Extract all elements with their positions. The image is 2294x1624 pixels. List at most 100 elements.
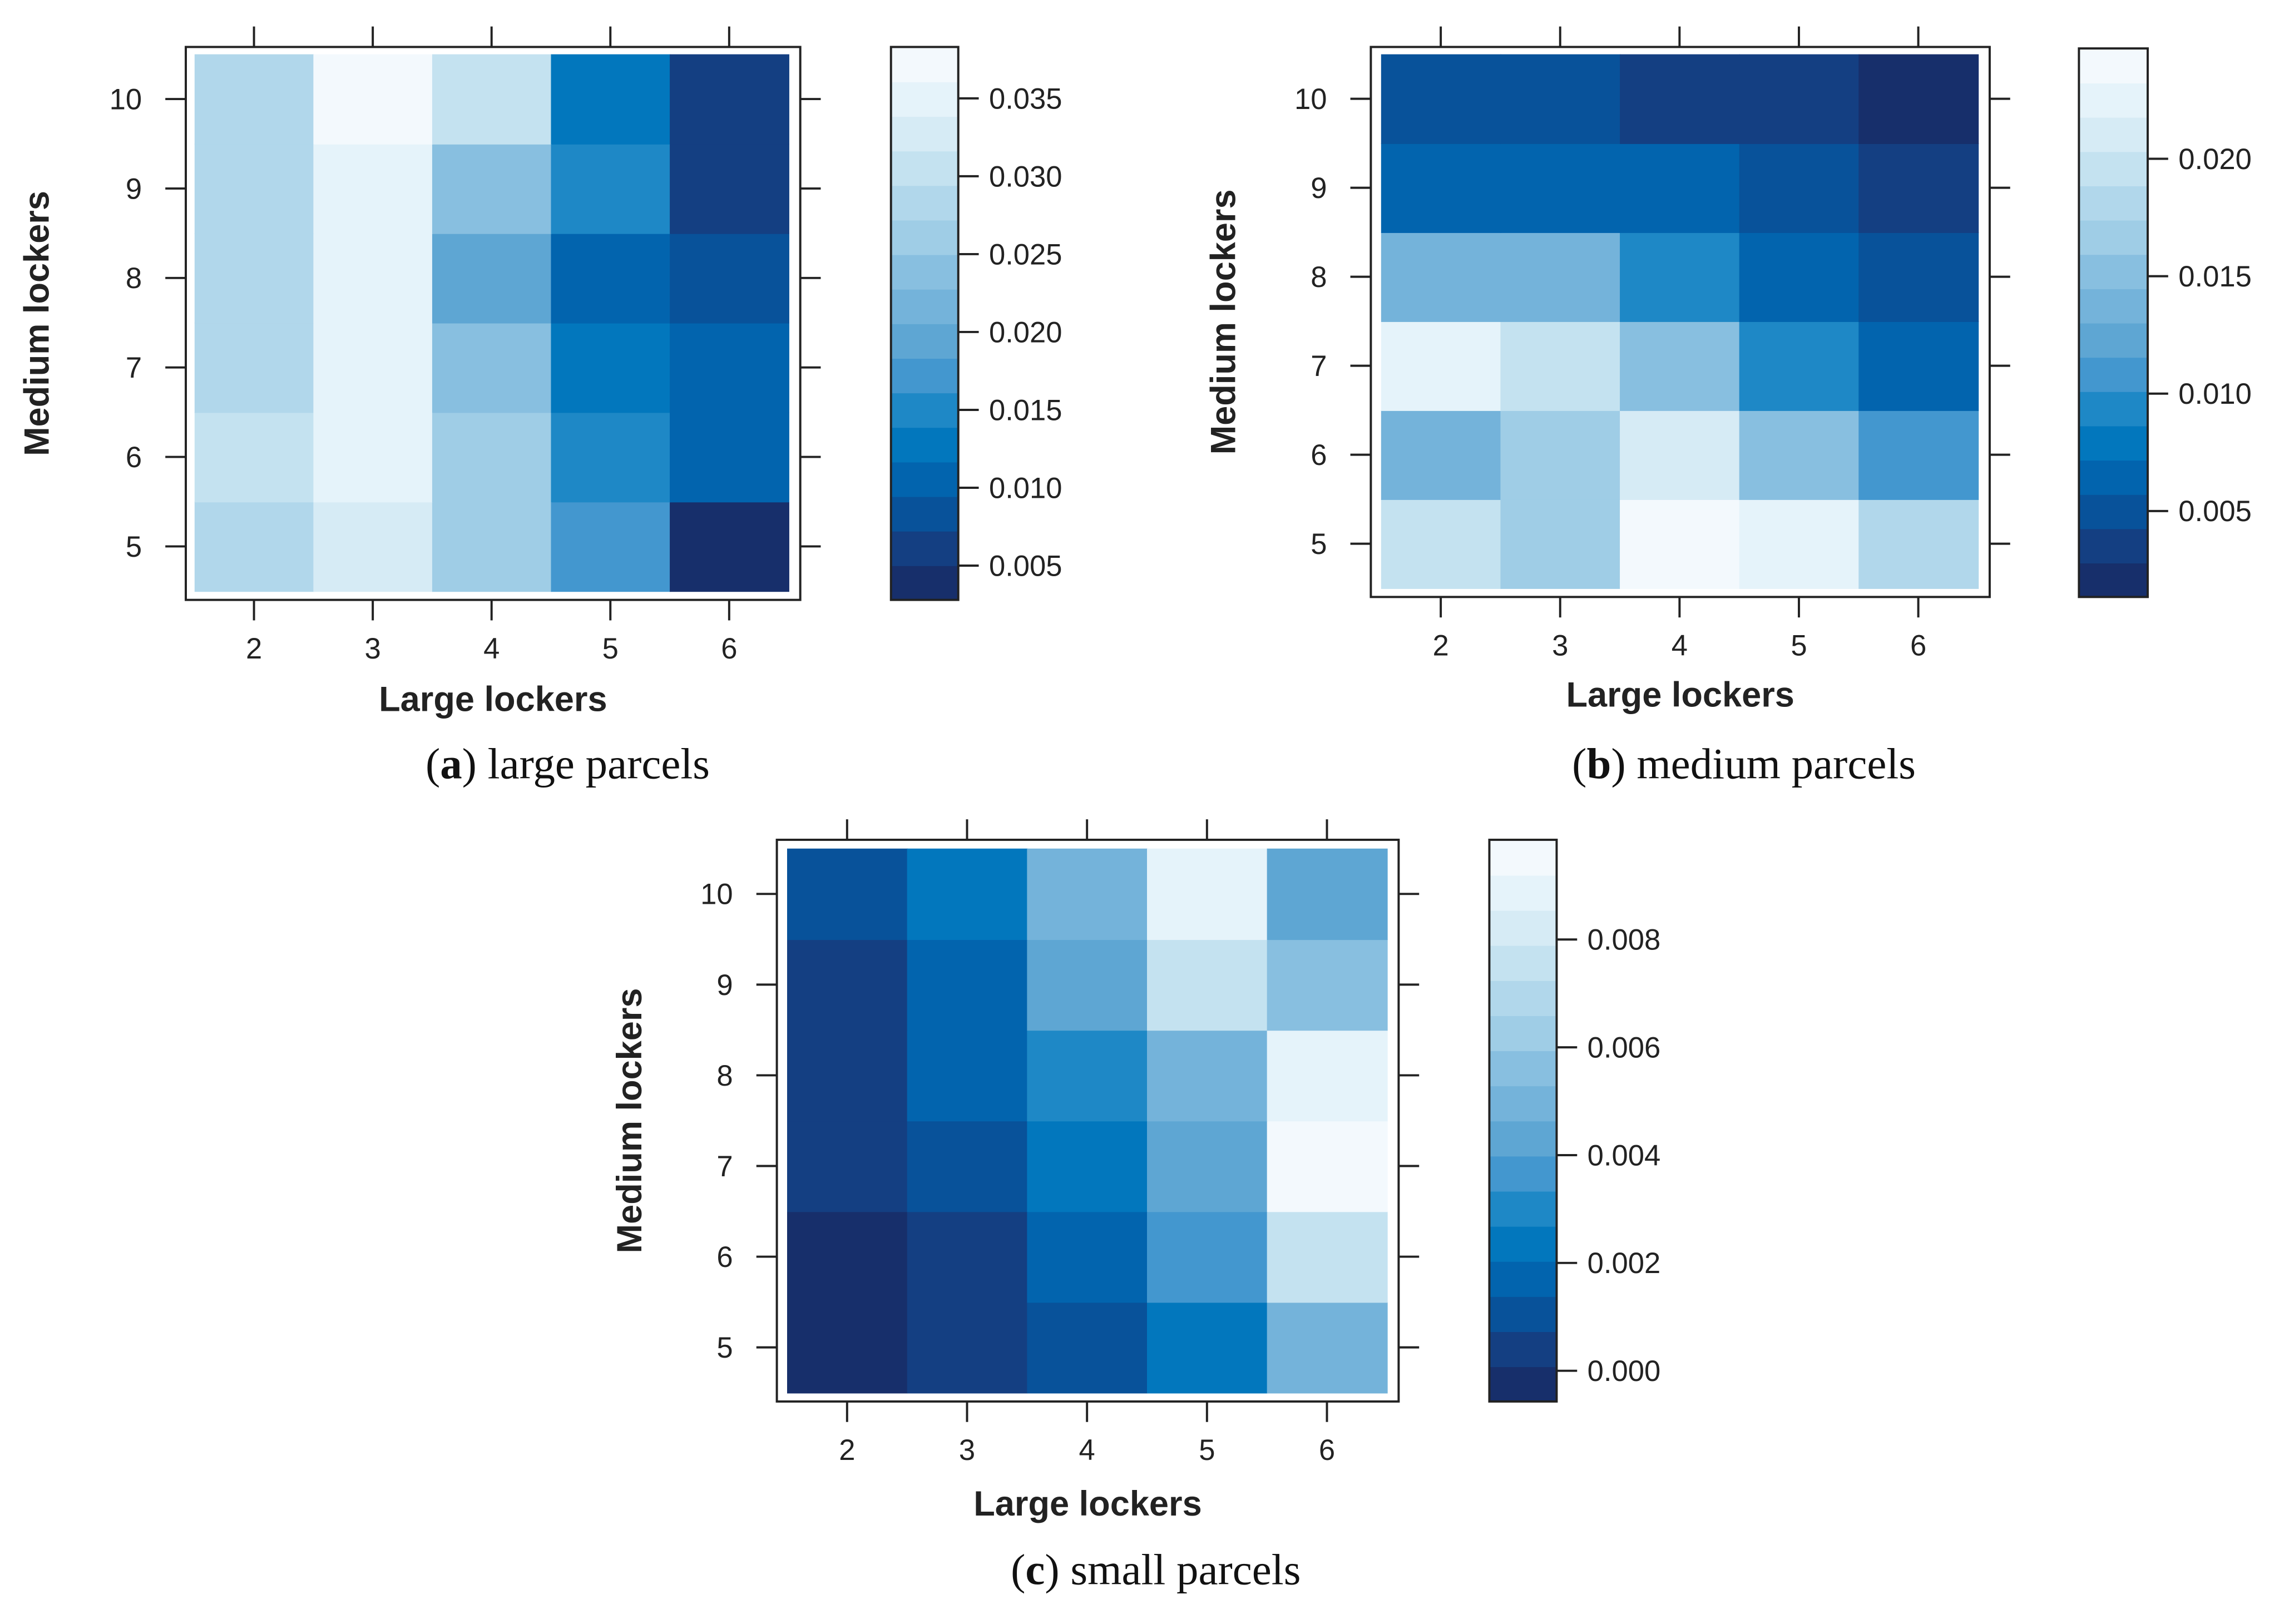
colorbar-swatch [1489, 1085, 1557, 1122]
heatmap-cell [1620, 143, 1740, 233]
heatmap-cell [313, 501, 433, 592]
heatmap-cell [1027, 939, 1148, 1031]
colorbar-swatch [891, 116, 958, 152]
colorbar-swatch [2079, 528, 2148, 564]
heatmap-cell [907, 848, 1028, 940]
x-axis-label: Large lockers [1566, 676, 1794, 715]
colorbar-swatch [1489, 1366, 1557, 1403]
heatmap-cell [670, 501, 789, 592]
heatmap-cell [787, 1302, 908, 1394]
x-tick-label: 5 [1199, 1434, 1215, 1467]
x-tick-label: 3 [959, 1434, 975, 1467]
y-tick-label: 8 [1311, 261, 1327, 294]
heatmap-cell [670, 143, 789, 234]
y-tick-label: 7 [716, 1150, 733, 1183]
colorbar-swatch [1489, 1296, 1557, 1333]
heatmap-cell [1620, 54, 1740, 144]
colorbar-tick-label: 0.020 [2178, 143, 2252, 176]
heatmap-cell [1739, 232, 1860, 322]
colorbar-swatch [891, 81, 958, 117]
colorbar-swatch [891, 531, 958, 566]
colorbar-tick-label: 0.015 [989, 394, 1062, 427]
caption-text: ) large parcels [462, 740, 710, 789]
colorbar-swatch [2079, 185, 2148, 221]
heatmap-cell [1500, 410, 1621, 500]
colorbar-swatch [891, 392, 958, 428]
x-axis-label: Large lockers [973, 1484, 1202, 1523]
colorbar-tick-label: 0.030 [989, 160, 1062, 193]
heatmap-cell [787, 1211, 908, 1303]
colorbar-swatch [1489, 1191, 1557, 1227]
heatmap-cell [1858, 232, 1979, 322]
colorbar-tick-label: 0.000 [1588, 1355, 1661, 1388]
heatmap-cell [432, 233, 552, 324]
colorbar-tick-label: 0.020 [989, 316, 1062, 349]
colorbar-swatch [2079, 117, 2148, 152]
caption-text: ) medium parcels [1611, 740, 1916, 789]
heatmap-cell [432, 54, 552, 145]
y-tick-label: 10 [700, 878, 733, 911]
colorbar-swatch [891, 427, 958, 463]
heatmap-cell [1027, 1029, 1148, 1122]
heatmap-cell [1858, 321, 1979, 411]
colorbar-swatch [2079, 254, 2148, 289]
x-tick-label: 2 [839, 1434, 855, 1467]
heatmap-cell [551, 501, 671, 592]
x-tick-label: 6 [721, 632, 737, 665]
panel-caption: (b) medium parcels [1572, 740, 1916, 789]
x-tick-label: 5 [1791, 630, 1807, 662]
heatmap-cell [1620, 232, 1740, 322]
panel-caption: (a) large parcels [426, 740, 710, 789]
colorbar-tick-label: 0.002 [1588, 1247, 1661, 1280]
plot-frame [185, 46, 802, 601]
heatmap-cell [551, 323, 671, 413]
caption-paren-open: ( [1572, 740, 1586, 789]
heatmap-cell [907, 1302, 1028, 1394]
y-tick-label: 5 [126, 531, 142, 563]
colorbar-swatch [1489, 1120, 1557, 1157]
colorbar-swatch [1489, 1156, 1557, 1192]
y-tick-label: 10 [110, 83, 142, 116]
colorbar-tick-label: 0.006 [1588, 1032, 1661, 1064]
heatmap-cell [1267, 1120, 1388, 1212]
colorbar-swatch [2079, 48, 2148, 84]
x-tick-label: 4 [483, 632, 500, 665]
y-tick-label: 6 [126, 441, 142, 474]
heatmap-cell [432, 412, 552, 503]
colorbar-swatch [1489, 875, 1557, 911]
heatmap-cell [1027, 848, 1148, 940]
x-tick-label: 4 [1672, 630, 1688, 662]
colorbar-tick-label: 0.025 [989, 238, 1062, 271]
heatmap-cell [1267, 939, 1388, 1031]
y-axis-label: Medium lockers [18, 191, 57, 456]
colorbar-tick-label: 0.035 [989, 82, 1062, 115]
colorbar-swatch [891, 289, 958, 324]
heatmap-cell [1147, 1029, 1268, 1122]
y-tick-label: 5 [716, 1331, 733, 1364]
heatmap-cell [194, 143, 314, 234]
heatmap-cell [1381, 410, 1501, 500]
heatmap-cell [787, 939, 908, 1031]
heatmap-cell [670, 412, 789, 503]
heatmap-cell [432, 143, 552, 234]
colorbar-swatch [2079, 357, 2148, 392]
heatmap-cell [1739, 54, 1860, 144]
colorbar-swatch [2079, 494, 2148, 529]
y-tick-label: 9 [716, 969, 733, 1002]
x-tick-label: 5 [602, 632, 619, 665]
heatmap-cell [313, 233, 433, 324]
colorbar-frame [1488, 838, 1558, 1403]
heatmap-cell [787, 1120, 908, 1212]
y-tick-label: 8 [716, 1059, 733, 1092]
heatmap-cell [907, 939, 1028, 1031]
heatmap-cell [787, 848, 908, 940]
heatmap-cell [1739, 499, 1860, 589]
heatmap-cell [1620, 499, 1740, 589]
heatmap-cell [551, 54, 671, 145]
colorbar-swatch [1489, 1226, 1557, 1262]
heatmap-panel-c: 2 3 4 5 6 5 6 7 8 9 10 Large lockers Medium lockers 0… [610, 819, 1660, 1595]
y-tick-label: 10 [1294, 83, 1327, 116]
y-axis-label: Medium lockers [1204, 189, 1243, 454]
x-tick-label: 6 [1910, 630, 1926, 662]
